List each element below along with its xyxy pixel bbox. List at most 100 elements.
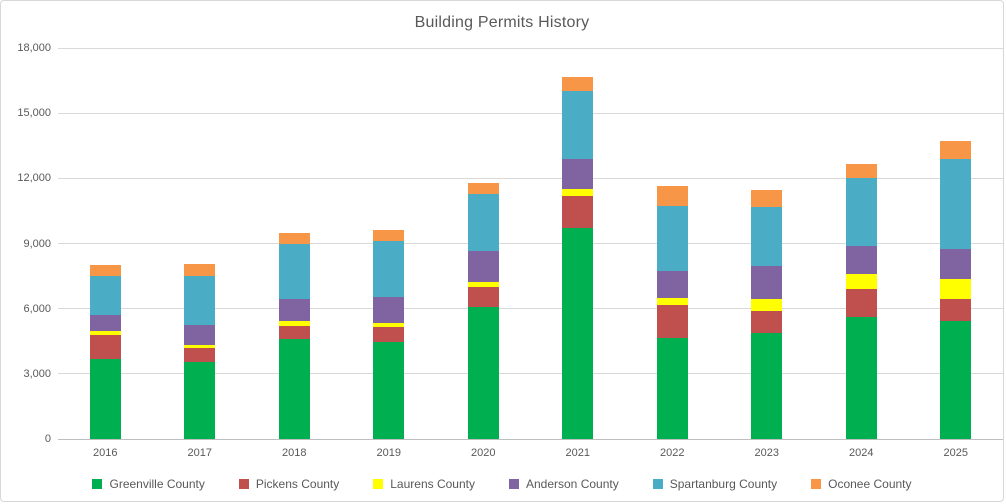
bar-segment-laurens-county-2016 (89, 331, 121, 335)
bar-segment-pickens-county-2022 (656, 305, 688, 338)
bar-segment-spartanburg-county-2021 (562, 91, 594, 159)
bar-segment-spartanburg-county-2023 (751, 206, 783, 267)
legend-swatch-icon (373, 479, 384, 489)
bar-segment-greenville-county-2021 (562, 228, 594, 439)
bar-segment-oconee-county-2016 (89, 265, 121, 277)
bar-segment-pickens-county-2024 (845, 289, 877, 318)
legend-label: Laurens County (390, 477, 475, 491)
legend-swatch-icon (652, 479, 663, 489)
bar-segment-anderson-county-2018 (278, 298, 310, 321)
gridline (58, 373, 1003, 375)
legend-swatch-icon (238, 479, 249, 489)
bar-segment-greenville-county-2017 (184, 361, 216, 439)
bar-segment-spartanburg-county-2016 (89, 276, 121, 316)
x-axis-line (58, 438, 1003, 440)
x-tick-label-2022: 2022 (660, 447, 685, 459)
bar-segment-oconee-county-2017 (184, 264, 216, 277)
bar-segment-spartanburg-county-2019 (373, 241, 405, 297)
bar-segment-anderson-county-2020 (467, 251, 499, 282)
bar-segment-pickens-county-2016 (89, 334, 121, 359)
bar-segment-spartanburg-county-2020 (467, 193, 499, 252)
bar-segment-laurens-county-2020 (467, 281, 499, 287)
x-tick-label-2023: 2023 (754, 447, 779, 459)
legend-swatch-icon (811, 479, 822, 489)
x-tick-label-2018: 2018 (282, 447, 307, 459)
bar-segment-spartanburg-county-2018 (278, 243, 310, 299)
bar-segment-greenville-county-2023 (751, 332, 783, 439)
legend-item-pickens-county: Pickens County (238, 477, 340, 491)
bar-segment-greenville-county-2020 (467, 306, 499, 439)
bar-segment-laurens-county-2018 (278, 320, 310, 327)
bar-segment-anderson-county-2022 (656, 270, 688, 298)
bar-segment-anderson-county-2025 (940, 248, 972, 280)
legend-swatch-icon (508, 479, 519, 489)
bar-segment-laurens-county-2025 (940, 279, 972, 299)
gridline (58, 177, 1003, 179)
y-tick-label: 3,000 (23, 367, 51, 380)
legend-swatch-icon (92, 479, 103, 489)
bar-segment-greenville-county-2018 (278, 339, 310, 439)
bar-segment-laurens-county-2019 (373, 322, 405, 328)
x-tick-label-2024: 2024 (849, 447, 874, 459)
bar-segment-anderson-county-2024 (845, 245, 877, 274)
chart-legend: Greenville County Pickens County Laurens C… (1, 477, 1003, 491)
legend-label: Spartanburg County (669, 477, 778, 491)
gridline (58, 47, 1003, 49)
bar-segment-oconee-county-2018 (278, 232, 310, 244)
legend-item-greenville-county: Greenville County (92, 477, 205, 491)
x-tick-label-2021: 2021 (565, 447, 590, 459)
bar-segment-greenville-county-2024 (845, 317, 877, 439)
bar-segment-pickens-county-2025 (940, 298, 972, 321)
bar-segment-anderson-county-2016 (89, 315, 121, 332)
bar-segment-pickens-county-2018 (278, 326, 310, 340)
legend-label: Pickens County (255, 477, 340, 491)
legend-item-spartanburg-county: Spartanburg County (652, 477, 778, 491)
bar-segment-pickens-county-2021 (562, 195, 594, 229)
legend-item-anderson-county: Anderson County (508, 477, 619, 491)
bar-segment-oconee-county-2024 (845, 164, 877, 179)
y-tick-label: 9,000 (23, 237, 51, 250)
y-tick-label: 6,000 (23, 302, 51, 315)
bar-segment-anderson-county-2019 (373, 296, 405, 323)
bar-segment-pickens-county-2019 (373, 327, 405, 343)
bar-segment-spartanburg-county-2017 (184, 276, 216, 325)
x-tick-label-2017: 2017 (187, 447, 212, 459)
bar-segment-laurens-county-2022 (656, 297, 688, 306)
x-tick-label-2016: 2016 (93, 447, 118, 459)
gridline (58, 308, 1003, 310)
bar-segment-greenville-county-2025 (940, 320, 972, 439)
bar-segment-pickens-county-2023 (751, 310, 783, 333)
bar-segment-oconee-county-2025 (940, 141, 972, 159)
bar-segment-laurens-county-2021 (562, 189, 594, 196)
y-tick-label: 0 (44, 433, 51, 445)
x-tick-label-2025: 2025 (943, 447, 968, 459)
gridline (58, 243, 1003, 244)
bar-segment-greenville-county-2022 (656, 338, 688, 439)
bar-segment-spartanburg-county-2025 (940, 158, 972, 249)
legend-item-oconee-county: Oconee County (811, 477, 912, 491)
legend-item-laurens-county: Laurens County (373, 477, 475, 491)
legend-label: Anderson County (525, 477, 619, 491)
legend-label: Oconee County (828, 477, 912, 491)
bar-segment-anderson-county-2017 (184, 324, 216, 345)
bar-segment-anderson-county-2021 (562, 158, 594, 190)
bar-segment-spartanburg-county-2022 (656, 205, 688, 271)
bar-segment-laurens-county-2024 (845, 273, 877, 290)
plot-area (58, 47, 1003, 440)
y-tick-label: 18,000 (17, 42, 51, 54)
bar-segment-anderson-county-2023 (751, 266, 783, 299)
bar-segment-oconee-county-2021 (562, 77, 594, 92)
x-tick-label-2019: 2019 (376, 447, 401, 459)
bar-segment-oconee-county-2019 (373, 230, 405, 242)
bar-segment-greenville-county-2019 (373, 342, 405, 439)
bar-segment-laurens-county-2023 (751, 298, 783, 311)
bar-segment-spartanburg-county-2024 (845, 178, 877, 246)
gridline (58, 112, 1003, 114)
bar-segment-laurens-county-2017 (184, 344, 216, 348)
bar-segment-oconee-county-2023 (751, 190, 783, 207)
bar-segment-oconee-county-2020 (467, 182, 499, 194)
bar-segment-pickens-county-2020 (467, 286, 499, 307)
legend-label: Greenville County (109, 477, 205, 491)
chart-title: Building Permits History (414, 14, 590, 31)
